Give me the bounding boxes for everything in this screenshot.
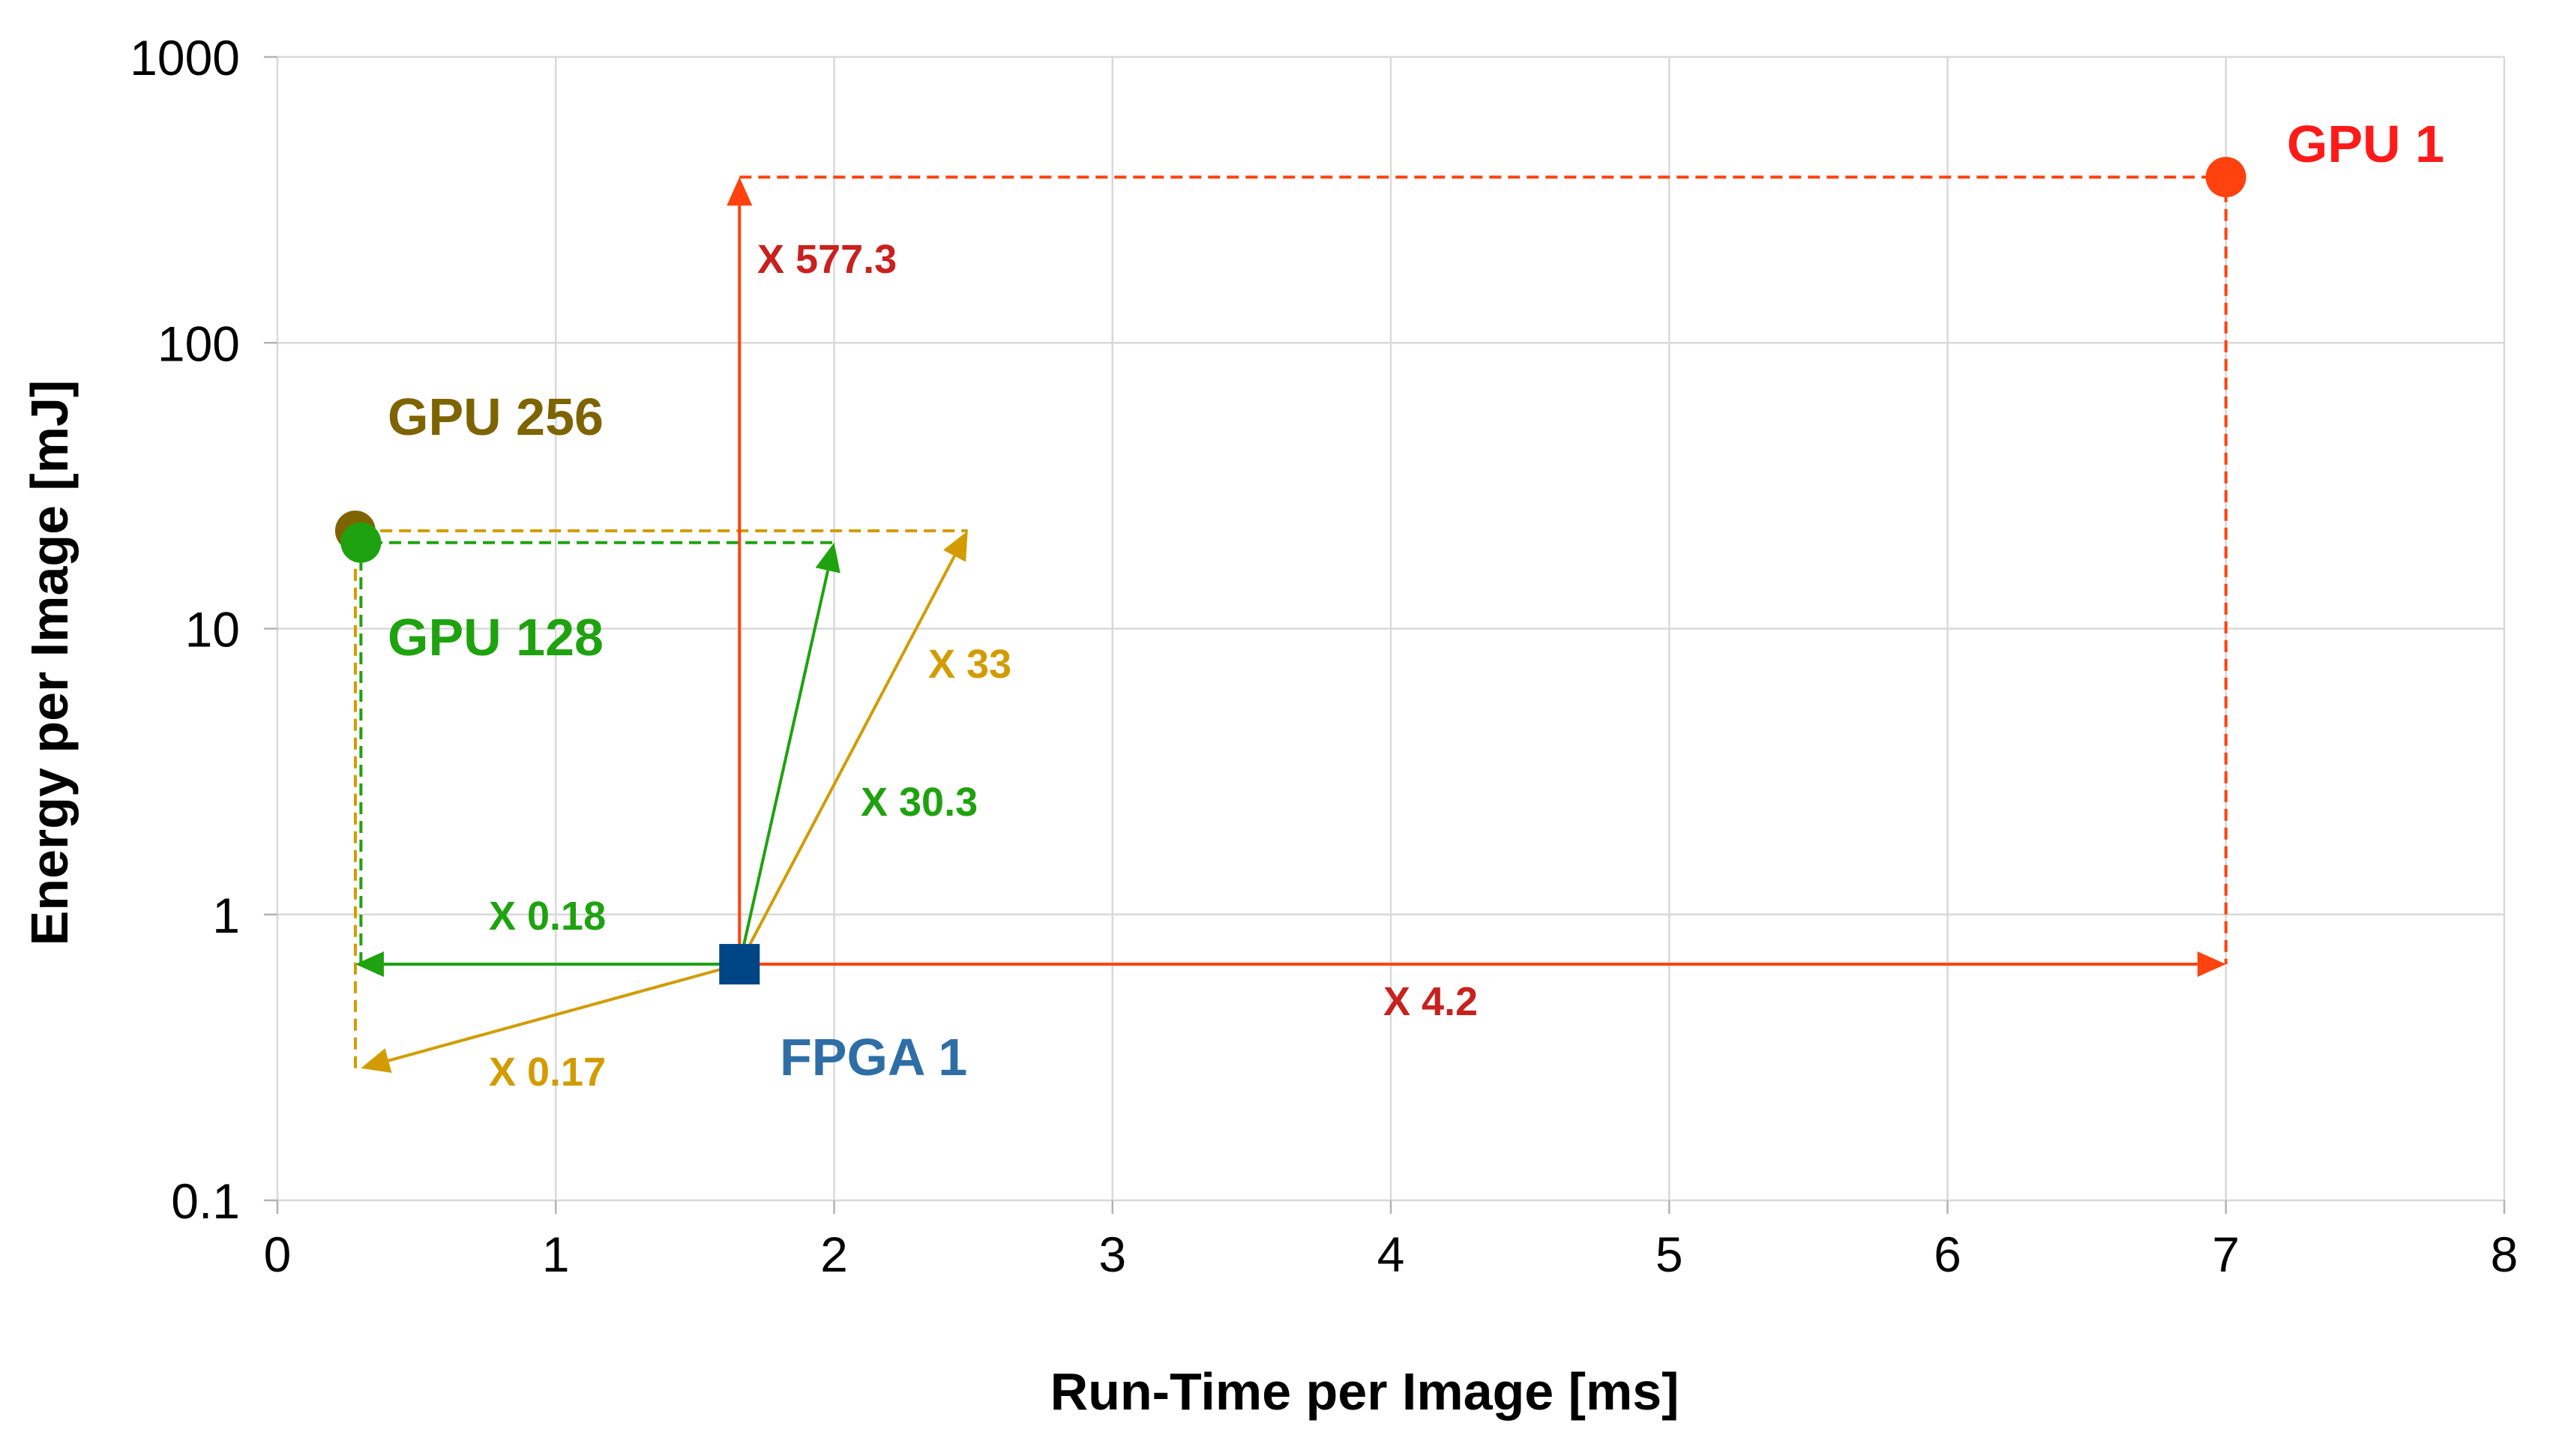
arrow-line [738, 570, 830, 965]
grid [264, 55, 2506, 1214]
x-tick-label: 0 [264, 1227, 292, 1282]
x-tick-label: 7 [2212, 1227, 2240, 1282]
factor-label: X 33 [928, 642, 1011, 687]
gpu-128-marker [340, 522, 382, 563]
x-tick-label: 6 [1934, 1227, 1961, 1282]
x-tick-label: 3 [1098, 1227, 1126, 1282]
factor-labels: X 577.3 X 4.2 X 33 X 30.3 X 0.18 X 0.17 [489, 237, 1478, 1095]
arrow-head [355, 951, 384, 978]
y-tick-label: 1 [212, 888, 240, 943]
arrow-line [388, 963, 740, 1062]
x-tick-label: 4 [1377, 1227, 1405, 1282]
y-tick-label: 100 [157, 316, 240, 371]
x-tick-label: 5 [1656, 1227, 1683, 1282]
x-axis-title: Run-Time per Image [ms] [1050, 1362, 1680, 1421]
arrow-head [361, 1048, 392, 1074]
arrow-line [738, 555, 956, 965]
gpu-256-label: GPU 256 [388, 388, 604, 446]
gpu-1-marker [2205, 157, 2246, 198]
fpga-1-marker [719, 944, 760, 985]
y-tick-label: 10 [185, 602, 240, 658]
y-axis-title: Energy per Image [mJ] [20, 380, 79, 946]
arrow-head [727, 177, 753, 206]
factor-label: X 0.18 [489, 894, 606, 939]
x-tick-label: 1 [542, 1227, 570, 1282]
gpu-1-label: GPU 1 [2287, 115, 2444, 173]
factor-label: X 30.3 [861, 780, 978, 825]
tick-labels: 0 1 2 3 4 5 6 7 8 0.1 1 10 100 1000 [130, 30, 2518, 1282]
dashed-guide [353, 529, 968, 1068]
factor-label: X 0.17 [489, 1050, 606, 1095]
fpga-1-label: FPGA 1 [780, 1028, 967, 1086]
y-tick-label: 0.1 [171, 1173, 240, 1229]
y-tick-label: 1000 [130, 30, 240, 85]
point-labels: FPGA 1 GPU 1 GPU 256 GPU 128 [388, 115, 2444, 1086]
data-points [334, 157, 2246, 985]
factor-label: X 577.3 [757, 237, 897, 282]
x-tick-label: 8 [2491, 1227, 2519, 1282]
arrow-head [815, 542, 841, 574]
arrow-head [2197, 951, 2226, 978]
factor-label: X 4.2 [1383, 979, 1478, 1024]
arrow-head [942, 530, 968, 562]
gpu-128-label: GPU 128 [388, 608, 604, 667]
arrows [355, 177, 2226, 1074]
x-tick-label: 2 [820, 1227, 848, 1282]
